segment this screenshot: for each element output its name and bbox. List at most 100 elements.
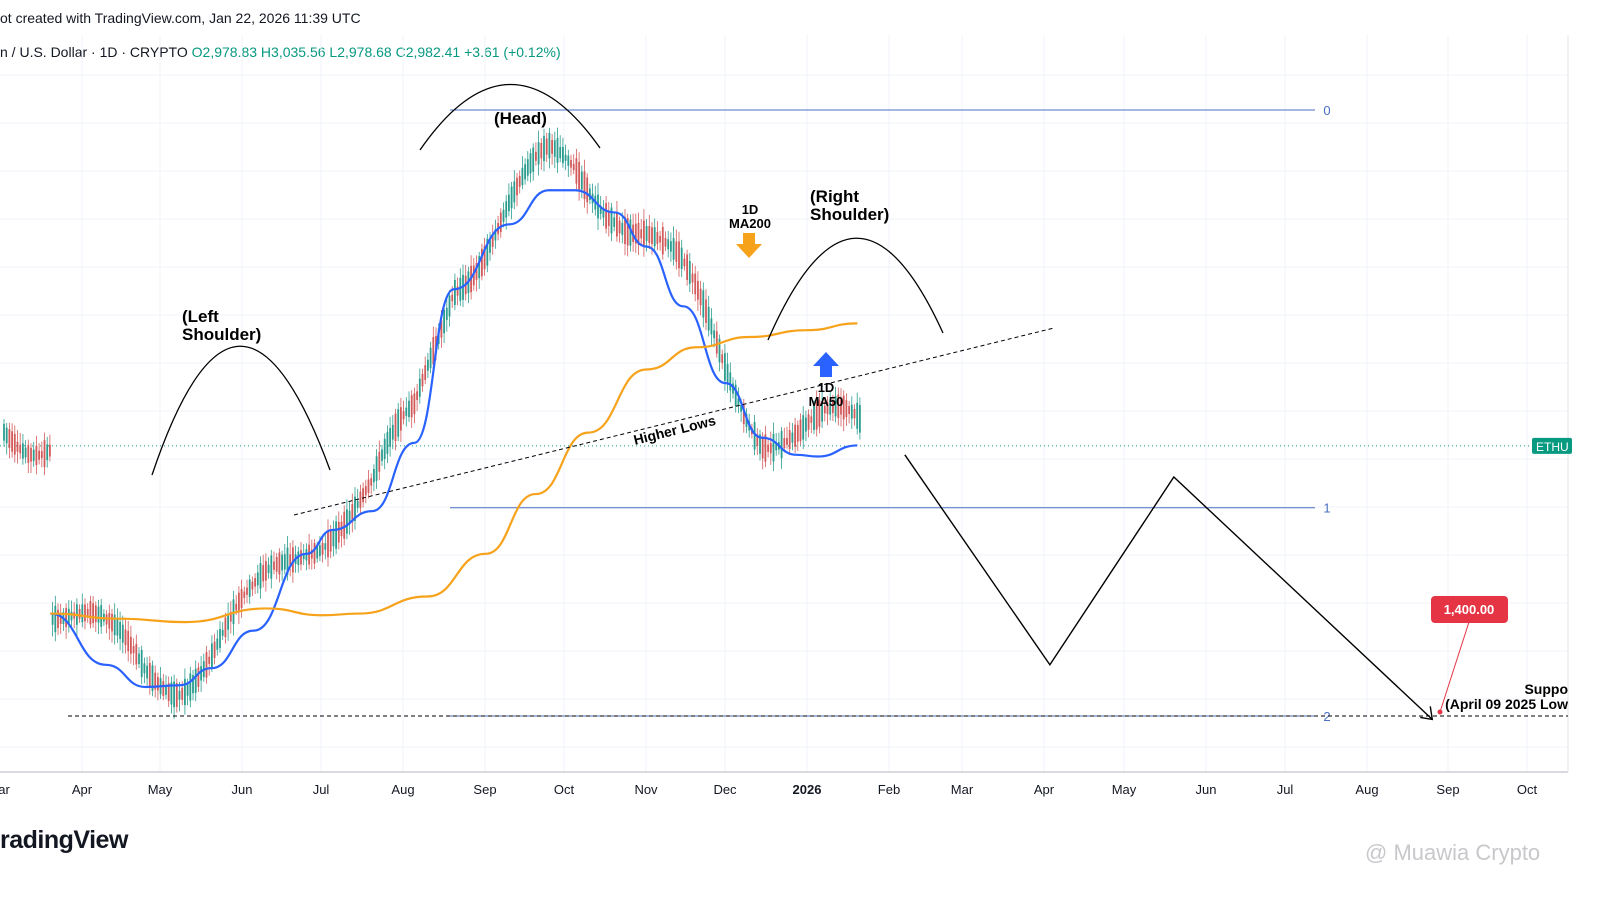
candle-body — [707, 306, 710, 331]
author-watermark: @ Muawia Crypto — [1365, 840, 1541, 865]
candle-body — [346, 509, 348, 534]
candle-body — [32, 449, 35, 461]
annotation-line: Suppo — [1524, 681, 1568, 697]
candle-body — [543, 135, 545, 162]
candle-body — [672, 238, 675, 260]
x-tick-label: Jul — [313, 782, 330, 797]
candle-body — [405, 407, 408, 417]
target-leader-line — [1439, 621, 1470, 713]
candle-body — [178, 690, 181, 700]
candle-body — [84, 604, 86, 622]
current-price-tag — [1532, 437, 1572, 454]
annotation-labels: (Left Shoulder)(Head)(Right Shoulder)1D MA2… — [182, 109, 1568, 712]
candle-body — [127, 630, 130, 652]
candle-body — [486, 238, 489, 266]
candle-body — [389, 428, 391, 447]
candle-body — [575, 158, 578, 184]
candle-body — [381, 449, 383, 461]
candle-body — [805, 417, 807, 432]
candle-body — [656, 231, 659, 244]
candle-body — [535, 151, 537, 161]
candle-body — [135, 643, 138, 665]
target-price-tag — [1431, 596, 1508, 623]
candle-body — [637, 222, 640, 245]
pattern-drawings: 1,400.00 ETHU — [68, 84, 1572, 721]
candle-body — [316, 545, 319, 559]
candle-body — [27, 444, 30, 463]
candle-body — [513, 181, 516, 203]
candle-body — [478, 256, 481, 279]
candle-body — [192, 674, 194, 694]
ma200-arrow-icon — [736, 233, 762, 258]
candle-body — [111, 613, 113, 632]
candle-body — [143, 663, 146, 674]
candle-body — [78, 608, 81, 619]
annotation-2: (Head) — [494, 109, 547, 128]
candle-body — [481, 248, 483, 277]
candle-body — [796, 424, 799, 442]
symbol-ohlc-bar: n / U.S. Dollar · 1D · CRYPTO O2,978.83 … — [0, 44, 561, 60]
candle-body — [108, 612, 111, 629]
candle-body — [140, 649, 143, 678]
candle-body — [354, 496, 356, 522]
candle-body — [308, 544, 310, 565]
candle-body — [599, 205, 602, 214]
candle-body — [823, 405, 826, 414]
candle-body — [508, 194, 510, 212]
candle-body — [775, 443, 778, 451]
candle-body — [613, 217, 616, 227]
x-tick-label: Aug — [1355, 782, 1378, 797]
candle-body — [364, 486, 367, 496]
candle-body — [313, 543, 316, 564]
candle-body — [759, 434, 761, 454]
candle-body — [310, 549, 313, 559]
x-tick-label: Feb — [878, 782, 900, 797]
annotation-7: Suppo (April 09 2025 Low — [1445, 681, 1568, 712]
candle-body — [391, 424, 394, 440]
x-tick-label: Mar — [951, 782, 974, 797]
candle-body — [783, 438, 786, 449]
candle-body — [362, 488, 364, 503]
candle-body — [664, 238, 667, 247]
candle-body — [734, 384, 737, 407]
candle-body — [524, 164, 526, 180]
candle-body — [494, 229, 497, 241]
candle-body — [343, 511, 346, 539]
candle-body — [259, 563, 262, 589]
annotation-1: (Left Shoulder) — [182, 307, 261, 344]
candle-body — [429, 347, 432, 369]
x-tick-label: Jun — [232, 782, 253, 797]
candle-body — [686, 254, 688, 280]
candle-body — [691, 273, 694, 283]
current-price-label: ETHU — [1536, 440, 1569, 454]
x-tick-label: 2026 — [793, 782, 822, 797]
candle-body — [89, 601, 92, 625]
candle-body — [732, 383, 734, 394]
candle-body — [699, 288, 702, 306]
symbol-name[interactable]: n / U.S. Dollar · 1D · CRYPTO — [0, 44, 188, 60]
candle-body — [30, 447, 32, 462]
candle-body — [394, 413, 397, 442]
annotation-5: 1D MA50 — [809, 380, 844, 409]
candle-body — [51, 612, 54, 625]
fib-label-1: 1 — [1323, 501, 1330, 516]
candle-body — [583, 171, 586, 200]
candle-body — [772, 433, 775, 462]
candle-body — [445, 307, 448, 320]
candle-body — [724, 353, 726, 381]
candle-body — [3, 423, 5, 441]
candle-body — [648, 226, 651, 244]
candle-body — [132, 646, 135, 654]
candle-body — [213, 641, 216, 658]
candle-body — [400, 407, 402, 431]
candle-body — [697, 280, 699, 300]
candle-body — [688, 261, 691, 284]
candle-body — [518, 175, 521, 187]
candle-body — [189, 673, 192, 701]
candle-body — [780, 430, 783, 459]
candle-body — [146, 665, 148, 679]
candle-body — [200, 666, 202, 681]
candle-body — [327, 530, 329, 558]
candle-body — [815, 401, 818, 430]
